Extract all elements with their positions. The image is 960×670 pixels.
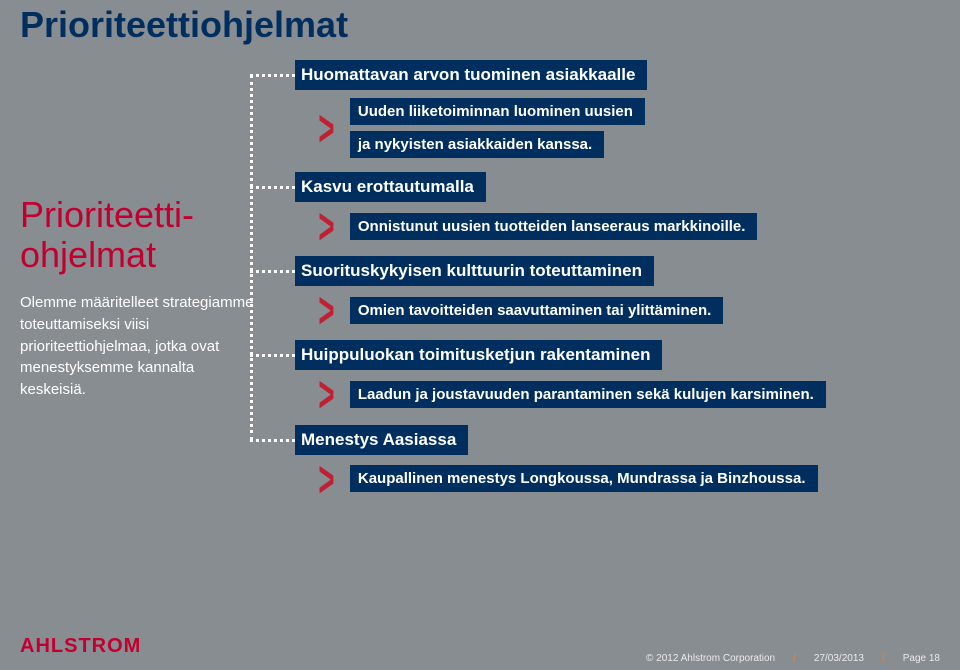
left-title: Prioriteetti-ohjelmat xyxy=(20,195,255,274)
connector-horizontal xyxy=(250,354,295,357)
left-description: Olemme määritelleet strategiamme toteutt… xyxy=(20,292,255,401)
connector-horizontal xyxy=(250,186,295,189)
footer-separator-icon: / xyxy=(882,653,885,664)
sub-box: Uuden liiketoiminnan luominen uusien xyxy=(350,98,645,125)
connector-horizontal xyxy=(250,439,295,442)
sub-box: ja nykyisten asiakkaiden kanssa. xyxy=(350,131,604,158)
sub-boxes: Onnistunut uusien tuotteiden lanseeraus … xyxy=(350,213,758,240)
chevron-icon: > xyxy=(318,110,334,145)
connector-vertical xyxy=(250,75,253,440)
footer-separator-icon: / xyxy=(793,653,796,664)
connector-horizontal xyxy=(250,270,295,273)
chevron-icon: > xyxy=(318,293,334,328)
group-header: Huippuluokan toimitusketjun rakentaminen xyxy=(295,340,662,370)
sub-boxes: Uuden liiketoiminnan luominen uusien ja n… xyxy=(350,98,645,158)
sub-boxes: Kaupallinen menestys Longkoussa, Mundras… xyxy=(350,465,818,492)
priority-group: Suorituskykyisen kulttuurin toteuttamine… xyxy=(295,256,935,326)
ahlstrom-logo: AHLSTROM xyxy=(20,635,141,658)
sub-boxes: Omien tavoitteiden saavuttaminen tai yli… xyxy=(350,297,723,324)
group-header: Huomattavan arvon tuominen asiakkaalle xyxy=(295,60,647,90)
priority-groups: Huomattavan arvon tuominen asiakkaalle > U… xyxy=(295,60,935,509)
sub-box: Laadun ja joustavuuden parantaminen sekä… xyxy=(350,381,826,408)
chevron-icon: > xyxy=(318,208,334,243)
footer-date: 27/03/2013 xyxy=(814,653,864,664)
priority-group: Menestys Aasiassa>Kaupallinen menestys L… xyxy=(295,425,935,495)
page-title: Prioriteettiohjelmat xyxy=(20,4,348,46)
group-sub-row: > Kaupallinen menestys Longkoussa, Mundra… xyxy=(313,463,935,495)
chevron-icon: > xyxy=(318,377,334,412)
left-panel: Prioriteetti-ohjelmat Olemme määritellee… xyxy=(20,195,255,401)
chevron-icon: > xyxy=(318,461,334,496)
group-sub-row: > Onnistunut uusien tuotteiden lanseeraus… xyxy=(313,210,935,242)
footer-copyright: © 2012 Ahlstrom Corporation xyxy=(646,653,775,664)
connector-horizontal xyxy=(250,74,295,77)
sub-box: Onnistunut uusien tuotteiden lanseeraus … xyxy=(350,213,758,240)
sub-box: Kaupallinen menestys Longkoussa, Mundras… xyxy=(350,465,818,492)
group-sub-row: > Omien tavoitteiden saavuttaminen tai yl… xyxy=(313,294,935,326)
sub-box: Omien tavoitteiden saavuttaminen tai yli… xyxy=(350,297,723,324)
priority-group: Huippuluokan toimitusketjun rakentaminen… xyxy=(295,340,935,410)
group-sub-row: > Laadun ja joustavuuden parantaminen sek… xyxy=(313,378,935,410)
priority-group: Kasvu erottautumalla>Onnistunut uusien t… xyxy=(295,172,935,242)
priority-group: Huomattavan arvon tuominen asiakkaalle > U… xyxy=(295,60,935,158)
group-sub-row: > Uuden liiketoiminnan luominen uusien ja … xyxy=(313,98,935,158)
sub-boxes: Laadun ja joustavuuden parantaminen sekä… xyxy=(350,381,826,408)
footer-page: Page 18 xyxy=(903,653,940,664)
footer: © 2012 Ahlstrom Corporation / 27/03/2013… xyxy=(646,653,940,664)
group-header: Suorituskykyisen kulttuurin toteuttamine… xyxy=(295,256,654,286)
